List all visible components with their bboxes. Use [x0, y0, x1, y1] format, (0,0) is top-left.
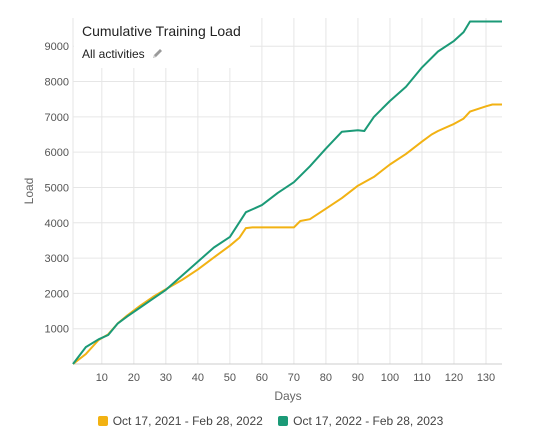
x-tick-label: 70	[288, 372, 300, 384]
legend-item-2021-2022[interactable]: Oct 17, 2021 - Feb 28, 2022	[97, 414, 263, 428]
x-tick-label: 20	[128, 372, 140, 384]
y-tick-label: 6000	[45, 147, 69, 159]
legend-label: Oct 17, 2022 - Feb 28, 2023	[293, 414, 444, 428]
x-tick-label: 30	[160, 372, 172, 384]
x-tick-label: 40	[192, 372, 204, 384]
y-tick-label: 2000	[45, 288, 69, 300]
y-axis-label: Load	[22, 178, 36, 205]
x-tick-label: 110	[413, 372, 431, 384]
legend-swatch	[278, 416, 289, 426]
activity-filter[interactable]: All activities	[82, 47, 163, 62]
series-line-0	[72, 103, 502, 365]
x-tick-label: 100	[381, 372, 399, 384]
x-tick-label: 60	[256, 372, 268, 384]
y-tick-label: 3000	[45, 253, 69, 265]
y-tick-label: 7000	[45, 112, 69, 124]
legend-label: Oct 17, 2021 - Feb 28, 2022	[112, 414, 263, 428]
chart-title: Cumulative Training Load	[82, 23, 241, 39]
x-axis-label: Days	[274, 389, 301, 403]
series-lines	[72, 20, 502, 365]
activity-filter-label: All activities	[82, 47, 145, 61]
y-tick-label: 4000	[45, 218, 69, 230]
pencil-icon[interactable]	[152, 48, 163, 62]
x-tick-label: 120	[445, 372, 463, 384]
legend-item-2022-2023[interactable]: Oct 17, 2022 - Feb 28, 2023	[278, 414, 443, 428]
x-tick-label: 50	[224, 372, 236, 384]
x-tick-label: 130	[477, 372, 495, 384]
series-line-1	[72, 20, 502, 365]
x-tick-label: 90	[352, 372, 364, 384]
legend-swatch	[97, 416, 108, 426]
grid-lines	[73, 18, 502, 364]
title-panel: Cumulative Training Load All activities	[74, 18, 250, 68]
axes	[72, 18, 502, 365]
y-tick-label: 1000	[45, 324, 69, 336]
y-tick-label: 5000	[45, 182, 69, 194]
x-tick-label: 80	[320, 372, 332, 384]
tick-labels: 1000 2000 3000 4000 5000 6000 7000 8000 9000 10 20…	[45, 41, 496, 384]
y-tick-label: 8000	[45, 77, 69, 89]
x-tick-label: 10	[96, 372, 108, 384]
legend: Oct 17, 2021 - Feb 28, 2022 Oct 17, 2022…	[0, 414, 541, 429]
y-tick-label: 9000	[45, 41, 69, 53]
